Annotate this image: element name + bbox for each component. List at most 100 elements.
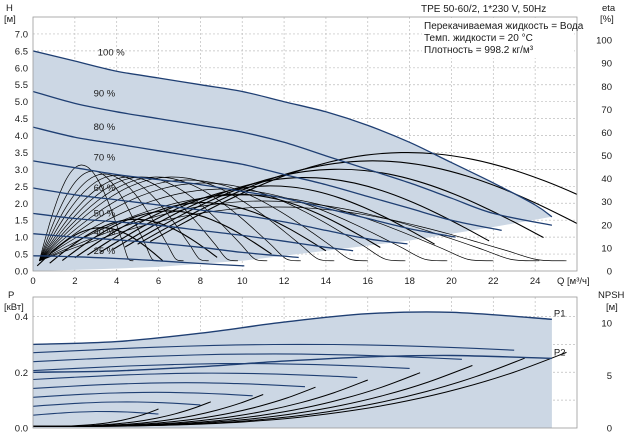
power-speed-curve [33,372,358,381]
x-tick-label: 16 [362,276,373,287]
efficiency-curve-bold [99,185,435,253]
yright-tick-label: 20 [601,220,612,231]
efficiency-curve [38,175,209,262]
yright-tick-label: 10 [601,243,612,254]
power-speed-curves [33,343,515,416]
x-axis-label: Q [м³/ч] [557,276,590,287]
power-curve [33,311,552,346]
top-frame [32,16,578,272]
yright-tick-label: 100 [596,36,612,47]
y-tick-label: 5.0 [15,97,28,108]
y-tick-label: 4.0 [15,131,28,142]
yright-tick-label: 30 [601,197,612,208]
info-box [422,18,574,58]
y-tick-label: 5.5 [15,80,28,91]
y-tick-label: 0.0 [15,267,28,278]
power-speed-curve [33,343,515,354]
x-tick-label: 10 [237,276,248,287]
power-speed-curve [33,391,253,398]
npsh-curve [33,351,567,427]
efficiency-curve-bold [137,160,577,245]
x-tick-label: 20 [446,276,457,287]
y-left-unit: [м] [4,14,16,25]
power-axis-label: P [8,290,14,301]
power-series-label: P2 [554,347,566,358]
head-curve [33,50,553,218]
npsh-tick-label: 0 [607,424,612,434]
x-tick-label: 2 [72,276,77,287]
speed-label: 40 % [94,227,116,238]
efficiency-curves [36,151,577,267]
yright-tick-label: 0 [607,267,612,278]
y-right-label: eta [602,3,616,14]
power-speed-curve [33,401,201,407]
info-density: Плотность = 998.2 кг/м³ [424,45,534,56]
y-right-unit: [%] [600,14,614,25]
head-curve [33,160,456,238]
speed-label: 60 % [94,183,116,194]
head-curve [33,187,408,245]
efficiency-curve [39,176,268,262]
y-left-label: H [6,3,13,14]
info-temperature: Темп. жидкости = 20 °C [424,33,533,44]
x-tick-label: 24 [530,276,541,287]
yright-tick-label: 70 [601,105,612,116]
efficiency-curve-bold [87,193,381,256]
y-tick-label: 6.0 [15,63,28,74]
efficiency-curve [39,179,368,262]
efficiency-curve [38,164,134,262]
speed-label: 90 % [94,88,116,99]
yright-tick-label: 60 [601,128,612,139]
x-tick-label: 12 [279,276,290,287]
bottom-panel: 0.0 0.2 0.4 0 5 10 P1 P2 P [кВт] NPSH [м] [4,290,625,434]
y-tick-label: 2.5 [15,182,28,193]
y-tick-label: 7.0 [15,29,28,40]
efficiency-curve [39,176,301,262]
power-series-labels: P1 P2 [554,308,566,358]
title-box [418,2,592,16]
x-tick-label: 4 [114,276,119,287]
power-tick-label: 0.2 [15,368,28,379]
speed-label: 70 % [94,153,116,164]
power-curve [33,354,552,373]
y-tick-label: 1.5 [15,216,28,227]
chart-title: TPE 50-60/2, 1*230 V, 50Hz [421,4,546,15]
y-tick-label: 1.0 [15,233,28,244]
x-tick-label: 0 [30,276,35,287]
yright-tick-label: 90 [601,59,612,70]
npsh-curves [33,351,567,427]
power-curves [33,311,552,373]
top-x-tick-labels: 0 2 4 6 8 10 12 14 16 18 20 22 24 [30,276,540,287]
bottom-y-tick-labels: 0.0 0.2 0.4 [15,312,28,434]
efficiency-curve [39,176,335,262]
speed-percent-labels: 100 % 90 % 80 % 70 % 60 % 50 % 40 % 25 % [94,48,126,257]
power-speed-curve [33,362,410,372]
yright-tick-label: 80 [601,82,612,93]
efficiency-curve-bold [61,210,272,261]
speed-label: 80 % [94,122,116,133]
npsh-tick-label: 10 [601,319,612,330]
y-tick-label: 2.0 [15,199,28,210]
x-tick-label: 6 [156,276,161,287]
power-tick-label: 0.0 [15,424,28,434]
y-tick-label: 3.0 [15,165,28,176]
head-curve [33,90,553,226]
top-yright-tick-labels: 0 10 20 30 40 50 60 70 80 90 100 [596,36,612,278]
efficiency-curve [38,173,184,262]
yright-tick-label: 50 [601,151,612,162]
y-tick-label: 0.5 [15,250,28,261]
speed-label: 50 % [94,209,116,220]
x-tick-label: 22 [488,276,499,287]
x-tick-label: 18 [404,276,415,287]
efficiency-curve [39,194,494,262]
head-curve [33,126,502,232]
power-speed-curve [33,382,306,389]
power-axis-unit: [кВт] [4,302,24,313]
npsh-axis-label: NPSH [598,290,625,301]
yright-tick-label: 40 [601,174,612,185]
x-tick-label: 8 [198,276,203,287]
head-curve [33,212,354,252]
efficiency-curve-bold [149,151,577,242]
efficiency-curve-bold [49,218,218,264]
info-liquid: Перекачиваемая жидкость = Вода [424,21,584,32]
